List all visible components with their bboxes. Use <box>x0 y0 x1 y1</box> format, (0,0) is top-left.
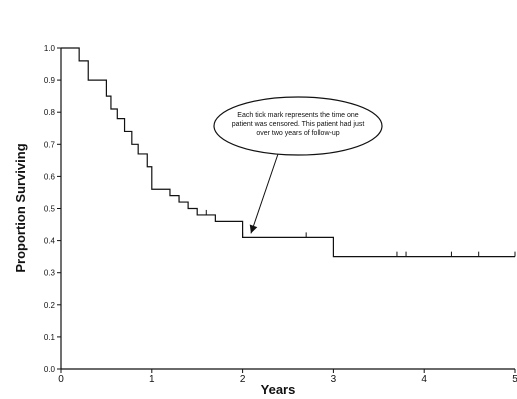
y-tick-label: 0.9 <box>44 76 56 85</box>
y-axis-title: Proportion Surviving <box>13 143 28 272</box>
x-axis-title: Years <box>261 382 296 397</box>
y-tick-label: 0.2 <box>44 301 56 310</box>
x-tick-label: 2 <box>240 374 246 385</box>
survival-step-line <box>61 47 515 258</box>
callout-text-line: Each tick mark represents the time one <box>237 112 358 119</box>
callout-text-line: patient was censored. This patient had j… <box>232 121 365 128</box>
x-tick-label: 0 <box>58 374 64 385</box>
axes <box>60 48 515 370</box>
x-tick-label: 4 <box>421 374 427 385</box>
y-tick-label: 0.4 <box>44 237 56 246</box>
x-tick-label: 5 <box>512 374 517 385</box>
annotation: Each tick mark represents the time one pa… <box>213 96 383 234</box>
y-tick-label: 0.0 <box>44 365 56 374</box>
axis-ticks: 0.0 0.1 0.2 0.3 0.4 0.5 0.6 0.7 0.8 0.9 1.0 0 1 2 3 4 5 <box>44 44 517 385</box>
y-tick-label: 0.3 <box>44 269 56 278</box>
callout-arrowhead <box>249 224 258 234</box>
y-tick-label: 0.8 <box>44 108 56 117</box>
y-tick-label: 0.7 <box>44 140 56 149</box>
censor-marks <box>178 197 516 257</box>
callout-ellipse <box>213 96 383 156</box>
x-tick-label: 3 <box>331 374 337 385</box>
callout-arrow-line <box>250 153 279 234</box>
y-tick-label: 0.1 <box>44 333 56 342</box>
survival-series <box>61 47 515 258</box>
y-tick-label: 0.6 <box>44 172 56 181</box>
x-tick-label: 1 <box>149 374 155 385</box>
y-tick-label: 1.0 <box>44 44 56 53</box>
callout-text-line: over two years of follow-up <box>256 130 339 137</box>
y-tick-label: 0.5 <box>44 205 56 214</box>
